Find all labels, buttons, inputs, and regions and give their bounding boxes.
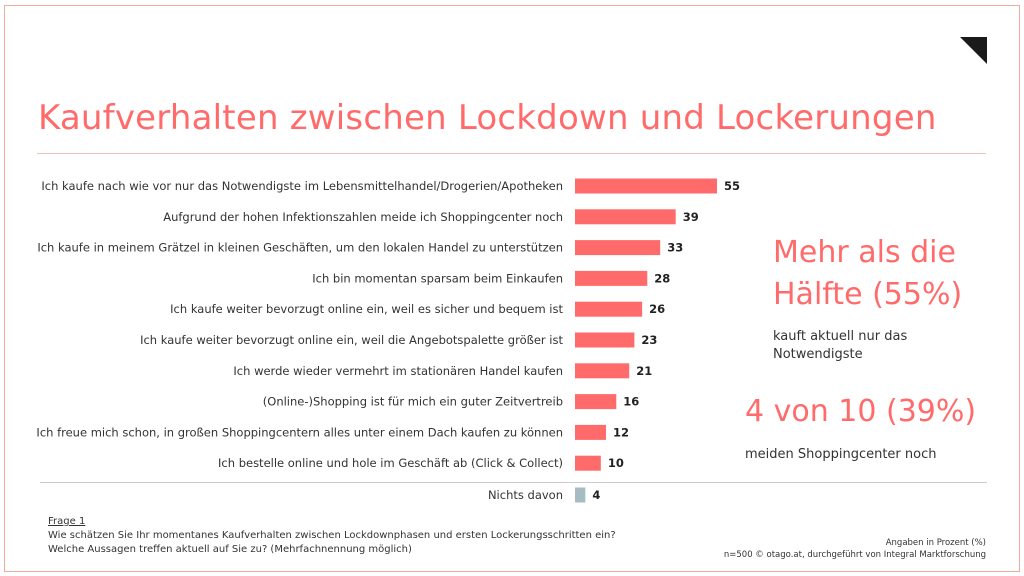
category-label: Ich bestelle online und hole im Geschäft…	[218, 456, 563, 470]
bar	[575, 487, 586, 503]
value-label: 12	[613, 425, 629, 439]
category-label: (Online-)Shopping ist für mich ein guter…	[263, 395, 563, 409]
category-label: Ich werde wieder vermehrt im stationären…	[233, 364, 563, 378]
survey-question: Frage 1 Wie schätzen Sie Ihr momentanes …	[48, 515, 616, 557]
callout-headline-line: Hälfte (55%)	[773, 277, 963, 312]
value-label: 39	[683, 210, 699, 224]
source-footnote: Angaben in Prozent (%) n=500 © otago.at,…	[724, 537, 986, 561]
value-label: 10	[608, 456, 624, 470]
corner-triangle-icon	[960, 37, 987, 64]
footnote-source: n=500 © otago.at, durchgeführt von Integ…	[723, 550, 986, 560]
category-label: Ich bin momentan sparsam beim Einkaufen	[312, 271, 563, 285]
bar	[575, 301, 643, 317]
bar	[575, 178, 717, 194]
callout-headline-55: Mehr als die Hälfte (55%)	[773, 232, 962, 316]
bar	[575, 363, 630, 379]
value-label: 26	[649, 302, 665, 316]
category-label: Aufgrund der hohen Infektionszahlen meid…	[163, 210, 563, 224]
value-label: 55	[724, 179, 740, 193]
value-label: 16	[623, 395, 639, 409]
category-label: Ich kaufe weiter bevorzugt online ein, w…	[140, 333, 563, 347]
category-label: Ich kaufe in meinem Grätzel in kleinen G…	[37, 241, 563, 255]
bar	[575, 455, 601, 471]
callout-headline-line: Mehr als die	[773, 235, 956, 270]
bar	[575, 270, 648, 286]
chart-divider	[40, 482, 987, 483]
title-divider	[37, 153, 986, 154]
page-title: Kaufverhalten zwischen Lockdown und Lock…	[38, 98, 937, 138]
footnote-unit: Angaben in Prozent (%)	[885, 538, 986, 548]
category-label: Nichts davon	[488, 488, 563, 502]
bar	[575, 394, 617, 410]
bar	[575, 424, 606, 440]
question-label: Frage 1	[48, 516, 86, 527]
question-text-line: Welche Aussagen treffen aktuell auf Sie …	[48, 544, 412, 555]
category-label: Ich freue mich schon, in großen Shopping…	[36, 425, 563, 439]
bar	[575, 209, 676, 225]
category-label: Ich kaufe weiter bevorzugt online ein, w…	[170, 302, 563, 316]
value-label: 23	[641, 333, 657, 347]
question-text-line: Wie schätzen Sie Ihr momentanes Kaufverh…	[48, 530, 616, 541]
slide-frame	[4, 5, 1020, 572]
category-label: Ich kaufe nach wie vor nur das Notwendig…	[41, 179, 563, 193]
value-label: 21	[636, 364, 652, 378]
value-label: 4	[592, 488, 600, 502]
bar	[575, 240, 661, 256]
callout-description-55: kauft aktuell nur das Notwendigste	[773, 329, 908, 362]
callout-headline-39: 4 von 10 (39%)	[745, 394, 977, 429]
callout-description-39: meiden Shoppingcenter noch	[745, 447, 937, 462]
value-label: 28	[654, 271, 670, 285]
bar	[575, 332, 635, 348]
value-label: 33	[667, 241, 683, 255]
